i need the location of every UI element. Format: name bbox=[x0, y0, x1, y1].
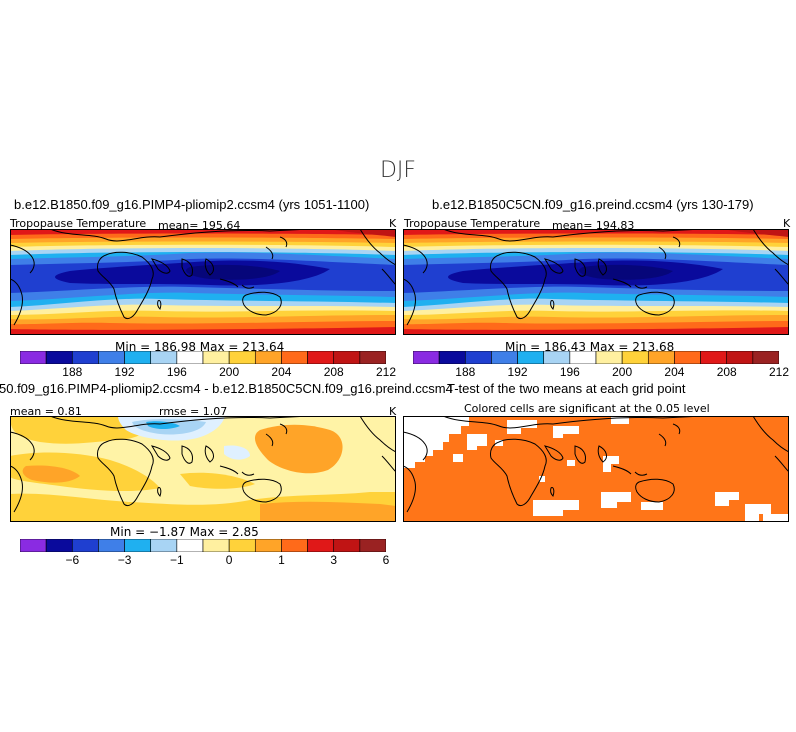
panel3-continents bbox=[10, 416, 396, 513]
colorbar-tick-label: 188 bbox=[62, 365, 83, 379]
colorbar-bin bbox=[71, 539, 99, 552]
colorbar-bin bbox=[281, 351, 308, 364]
colorbar-tick-label: 204 bbox=[664, 365, 685, 379]
panel1-colorbar bbox=[20, 351, 386, 364]
colorbar-bin bbox=[674, 351, 701, 364]
colorbar-bin bbox=[176, 351, 204, 364]
colorbar-bin bbox=[569, 351, 597, 364]
colorbar-bin bbox=[281, 539, 308, 552]
colorbar-bin bbox=[20, 539, 47, 552]
colorbar-bin bbox=[621, 351, 649, 364]
panel3-rmse: rmse = 1.07 bbox=[159, 405, 228, 418]
colorbar-tick-label: 188 bbox=[455, 365, 476, 379]
panel2-variable: Tropopause Temperature bbox=[404, 217, 541, 230]
colorbar-bin bbox=[543, 351, 571, 364]
colorbar-tick-label: 196 bbox=[166, 365, 187, 379]
panel4-subtitle: Colored cells are significant at the 0.0… bbox=[464, 402, 710, 415]
colorbar-bin bbox=[71, 351, 99, 364]
colorbar-bin bbox=[98, 351, 125, 364]
colorbar-tick-label: 192 bbox=[507, 365, 528, 379]
colorbar-bin bbox=[228, 539, 256, 552]
colorbar-bin bbox=[464, 351, 492, 364]
colorbar-tick-label: −6 bbox=[65, 553, 80, 567]
colorbar-bin bbox=[700, 351, 728, 364]
colorbar-tick-label: 200 bbox=[219, 365, 240, 379]
colorbar-tick-label: 3 bbox=[330, 553, 338, 567]
panel3-mean: mean = 0.81 bbox=[10, 405, 82, 418]
panel1-variable: Tropopause Temperature bbox=[10, 217, 147, 230]
colorbar-tick-label: −1 bbox=[170, 553, 184, 567]
colorbar-tick-label: 208 bbox=[716, 365, 737, 379]
colorbar-tick-label: 192 bbox=[114, 365, 135, 379]
colorbar-bin bbox=[491, 351, 518, 364]
panel4-continents bbox=[403, 416, 789, 513]
panel1-continents bbox=[10, 229, 396, 326]
colorbar-tick-label: 196 bbox=[559, 365, 580, 379]
colorbar-tick-label: 208 bbox=[323, 365, 344, 379]
panel2-mean: mean= 194.83 bbox=[552, 219, 635, 232]
panel1-title: b.e12.B1850.f09_g16.PIMP4-pliomip2.ccsm4… bbox=[14, 197, 370, 212]
colorbar-bin bbox=[333, 351, 361, 364]
colorbar-bin bbox=[45, 539, 73, 552]
colorbar-bin bbox=[307, 351, 335, 364]
panel3-colorbar bbox=[20, 539, 386, 552]
colorbar-tick-label: 1 bbox=[278, 553, 285, 567]
colorbar-bin bbox=[98, 539, 125, 552]
colorbar-bin bbox=[176, 539, 204, 552]
colorbar-tick-label: 212 bbox=[375, 365, 397, 379]
colorbar-bin bbox=[595, 351, 623, 364]
panel2-units: K bbox=[783, 217, 791, 230]
panel1-minmax: Min = 186.98 Max = 213.64 bbox=[115, 340, 285, 354]
panel2-map bbox=[403, 229, 789, 335]
colorbar-bin bbox=[413, 351, 440, 364]
colorbar-bin bbox=[45, 351, 73, 364]
colorbar-bin bbox=[124, 351, 152, 364]
colorbar-tick-label: −3 bbox=[117, 553, 132, 567]
colorbar-tick-label: 200 bbox=[612, 365, 633, 379]
colorbar-bin bbox=[752, 351, 779, 364]
colorbar-bin bbox=[726, 351, 754, 364]
panel4-map bbox=[403, 416, 789, 522]
panel2-title: b.e12.B1850C5CN.f09_g16.preind.ccsm4 (yr… bbox=[432, 197, 754, 212]
panel1-map bbox=[10, 229, 396, 335]
colorbar-bin bbox=[20, 351, 47, 364]
season-title: DJF bbox=[379, 158, 417, 183]
panel4-nonsignificant-cells bbox=[403, 416, 789, 522]
panel3-field bbox=[10, 416, 396, 522]
colorbar-tick-label: 6 bbox=[382, 553, 390, 567]
panel4-title: T-test of the two means at each grid poi… bbox=[447, 381, 686, 396]
panel3-units: K bbox=[389, 405, 397, 418]
panel2-continents bbox=[403, 229, 789, 326]
colorbar-bin bbox=[150, 351, 178, 364]
panel1-units: K bbox=[389, 217, 397, 230]
colorbar-tick-label: 204 bbox=[271, 365, 292, 379]
colorbar-bin bbox=[254, 351, 282, 364]
panel3-minmax: Min = −1.87 Max = 2.85 bbox=[110, 525, 259, 539]
panel3-map bbox=[10, 416, 396, 522]
colorbar-bin bbox=[228, 351, 256, 364]
colorbar-bin bbox=[517, 351, 545, 364]
colorbar-bin bbox=[124, 539, 152, 552]
panel3-title: 50.f09_g16.PIMP4-pliomip2.ccsm4 - b.e12.… bbox=[0, 381, 453, 396]
colorbar-bin bbox=[202, 351, 230, 364]
colorbar-bin bbox=[254, 539, 282, 552]
colorbar-bin bbox=[359, 539, 386, 552]
panel1-mean: mean= 195.64 bbox=[158, 219, 241, 232]
panel2-minmax: Min = 186.43 Max = 213.68 bbox=[505, 340, 675, 354]
colorbar-bin bbox=[150, 539, 178, 552]
colorbar-bin bbox=[359, 351, 386, 364]
panel2-colorbar bbox=[413, 351, 779, 364]
colorbar-bin bbox=[202, 539, 230, 552]
colorbar-bin bbox=[647, 351, 675, 364]
colorbar-tick-label: 0 bbox=[225, 553, 233, 567]
colorbar-bin bbox=[307, 539, 335, 552]
colorbar-bin bbox=[333, 539, 361, 552]
colorbar-bin bbox=[438, 351, 466, 364]
colorbar-tick-label: 212 bbox=[768, 365, 790, 379]
